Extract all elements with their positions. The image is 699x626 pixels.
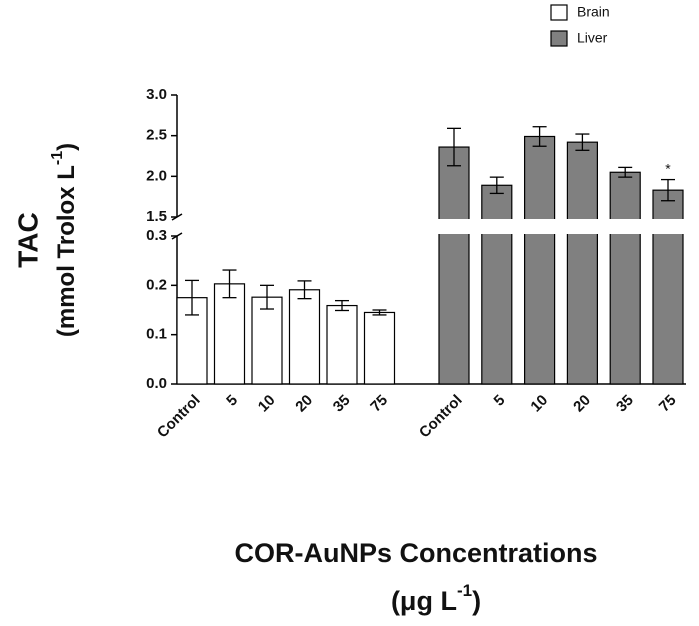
legend-swatch — [550, 30, 568, 47]
legend-label: Liver — [577, 30, 608, 46]
x-tick-label: 10 — [255, 392, 279, 416]
bar — [566, 141, 599, 385]
bar-break-gap — [437, 219, 471, 234]
unit-text: (mmol Trolox L — [53, 165, 80, 337]
x-tick-label: 35 — [613, 392, 637, 416]
x-tick-label: 20 — [570, 392, 594, 416]
y-tick-label: 2.0 — [146, 167, 167, 184]
bar — [288, 289, 321, 385]
bar — [438, 146, 470, 385]
bar — [251, 296, 283, 385]
y-axis-unit: (mmol Trolox L-1) — [49, 143, 80, 337]
annotation: * — [665, 160, 671, 176]
y-tick-label: 0.2 — [146, 276, 167, 293]
x-tick-label: Control — [154, 392, 204, 442]
y-tick-label: 0.0 — [146, 375, 167, 392]
unit-sup: -1 — [49, 151, 66, 165]
legend-label: Brain — [577, 4, 610, 20]
x-tick-label: 5 — [223, 392, 241, 410]
y-axis-title: TAC — [12, 212, 43, 267]
x-axis-title: COR-AuNPs Concentrations — [234, 538, 597, 568]
x-tick-label: 35 — [330, 392, 354, 416]
bar-break-gap — [522, 219, 557, 234]
y-tick-label: 3.0 — [146, 86, 167, 103]
legend-swatch — [550, 4, 568, 21]
bar — [523, 135, 556, 385]
x-tick-label: 10 — [527, 392, 551, 416]
bar-break-gap — [608, 219, 643, 234]
x-tick-label: 5 — [491, 392, 509, 410]
bar — [481, 184, 513, 385]
y-tick-label: 0.3 — [146, 227, 167, 244]
unit-sup: -1 — [457, 581, 472, 600]
bar-break-gap — [479, 219, 514, 234]
x-tick-label: Control — [416, 392, 466, 442]
unit-text: (μg L — [391, 586, 457, 616]
unit-close: ) — [53, 143, 80, 151]
bar — [326, 304, 358, 385]
unit-close: ) — [472, 586, 481, 616]
y-tick-label: 2.5 — [146, 127, 167, 144]
x-tick-label: 75 — [367, 392, 391, 416]
bar — [609, 171, 641, 385]
y-tick-label: 1.5 — [146, 208, 167, 225]
bar-break-gap — [651, 219, 685, 234]
bar-break-gap — [565, 219, 600, 234]
bar — [363, 311, 396, 385]
x-axis-unit: (μg L-1) — [391, 581, 481, 616]
x-tick-label: 75 — [656, 392, 680, 416]
bar — [176, 297, 208, 385]
y-tick-label: 0.1 — [146, 326, 167, 343]
x-tick-label: 20 — [292, 392, 316, 416]
bar — [213, 283, 246, 385]
